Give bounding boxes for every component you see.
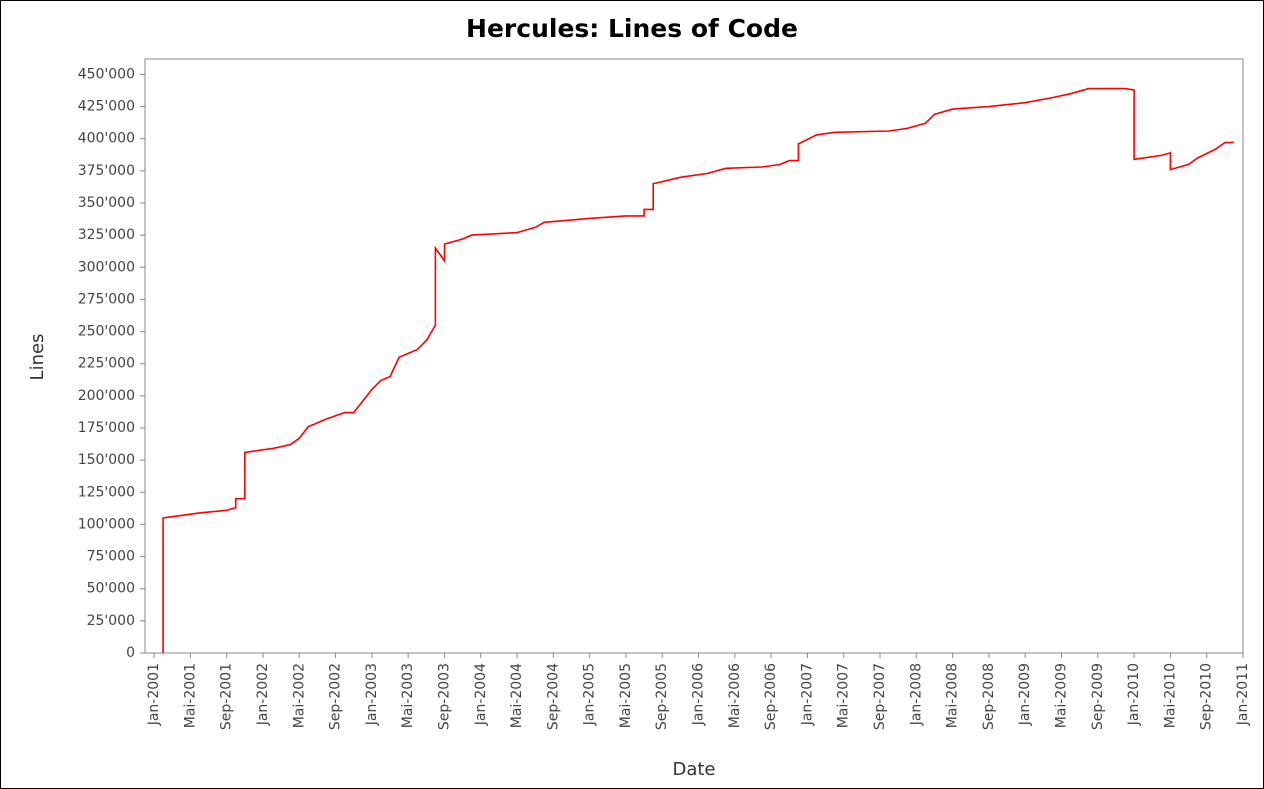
y-tick-label: 400'000: [78, 131, 135, 147]
x-tick-label: Jan-2001: [146, 663, 162, 726]
y-tick-label: 450'000: [78, 66, 135, 82]
y-tick-label: 250'000: [78, 324, 135, 340]
x-tick-label: Jan-2007: [799, 663, 815, 726]
y-tick-label: 100'000: [78, 516, 135, 532]
x-tick-label: Jan-2011: [1235, 663, 1251, 726]
y-tick-label: 425'000: [78, 99, 135, 115]
x-tick-label: Mai-2002: [291, 663, 307, 728]
x-tick-label: Mai-2008: [945, 663, 961, 728]
x-axis-label: Date: [672, 759, 715, 780]
y-tick-label: 125'000: [78, 484, 135, 500]
x-tick-label: Jan-2004: [473, 663, 489, 726]
x-tick-label: Sep-2007: [872, 663, 888, 730]
x-tick-label: Sep-2010: [1199, 663, 1215, 730]
y-tick-label: 50'000: [87, 581, 135, 597]
x-tick-label: Mai-2007: [836, 663, 852, 728]
y-tick-label: 0: [126, 645, 135, 661]
x-tick-label: Sep-2003: [436, 663, 452, 730]
y-tick-label: 175'000: [78, 420, 135, 436]
y-axis-label: Lines: [27, 334, 48, 381]
x-tick-label: Jan-2008: [908, 663, 924, 726]
x-tick-label: Sep-2005: [654, 663, 670, 730]
y-tick-label: 300'000: [78, 259, 135, 275]
y-tick-label: 325'000: [78, 227, 135, 243]
x-tick-label: Jan-2002: [255, 663, 271, 726]
x-tick-label: Sep-2004: [545, 663, 561, 730]
data-line: [162, 87, 1234, 653]
x-tick-label: Mai-2003: [400, 663, 416, 728]
x-tick-label: Mai-2001: [182, 663, 198, 728]
y-tick-label: 275'000: [78, 291, 135, 307]
x-tick-label: Mai-2010: [1162, 663, 1178, 728]
y-tick-label: 25'000: [87, 613, 135, 629]
x-tick-label: Mai-2004: [509, 663, 525, 728]
plot-area: [144, 58, 1244, 654]
x-tick-label: Mai-2009: [1054, 663, 1070, 728]
y-tick-label: 150'000: [78, 452, 135, 468]
x-tick-label: Jan-2006: [691, 663, 707, 726]
x-tick-label: Sep-2008: [981, 663, 997, 730]
x-tick-label: Sep-2006: [763, 663, 779, 730]
y-tick-label: 225'000: [78, 356, 135, 372]
y-tick-label: 75'000: [87, 549, 135, 565]
x-tick-label: Jan-2009: [1017, 663, 1033, 726]
chart-title: Hercules: Lines of Code: [466, 14, 798, 43]
x-tick-label: Jan-2005: [582, 663, 598, 726]
y-tick-label: 375'000: [78, 163, 135, 179]
x-tick-label: Sep-2002: [328, 663, 344, 730]
y-tick-label: 200'000: [78, 388, 135, 404]
x-tick-label: Mai-2005: [618, 663, 634, 728]
x-tick-label: Sep-2009: [1090, 663, 1106, 730]
x-tick-label: Jan-2010: [1126, 663, 1142, 726]
x-tick-label: Sep-2001: [219, 663, 235, 730]
x-tick-label: Jan-2003: [364, 663, 380, 726]
x-tick-label: Mai-2006: [727, 663, 743, 728]
y-tick-label: 350'000: [78, 195, 135, 211]
